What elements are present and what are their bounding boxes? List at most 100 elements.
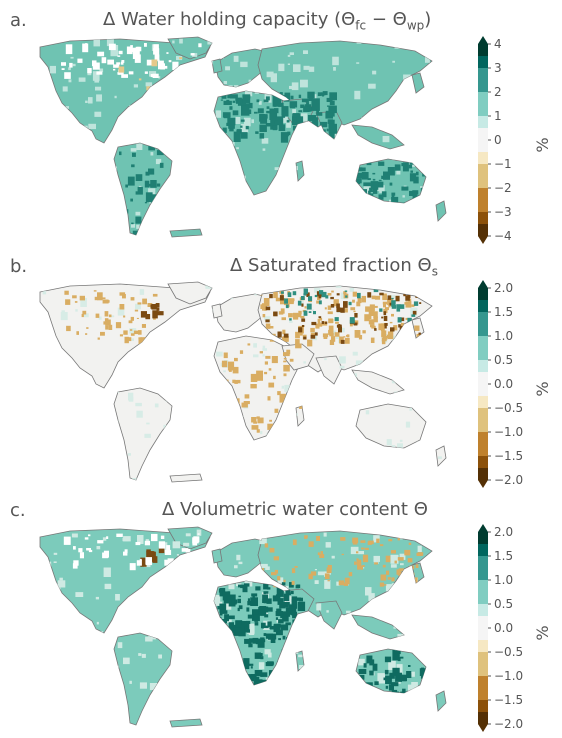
map-patch (371, 325, 376, 329)
map-patch (333, 681, 340, 687)
map-patch (99, 68, 104, 73)
map-patch (426, 472, 431, 478)
map-patch (107, 457, 114, 464)
map-patch (361, 547, 365, 550)
map-patch (329, 100, 335, 106)
map-patch (368, 190, 371, 195)
colorbar-extend-min (478, 236, 488, 244)
map-patch (427, 636, 436, 641)
map-patch (290, 612, 295, 616)
map-patch (123, 551, 128, 556)
map-patch (381, 332, 386, 336)
map-patch (364, 314, 370, 322)
map-patch (388, 306, 391, 308)
map-patch (157, 311, 164, 316)
map-patch (90, 180, 98, 185)
map-patch (115, 594, 120, 601)
map-patch (230, 692, 236, 695)
map-patch (352, 537, 359, 543)
map-patch (286, 591, 291, 595)
map-patch (239, 350, 244, 354)
land-europe (214, 293, 273, 333)
map-patch (118, 66, 125, 73)
map-patch (286, 132, 289, 137)
map-patch (156, 351, 161, 356)
map-patch (278, 311, 284, 315)
map-patch (242, 186, 248, 194)
map-patch (172, 73, 179, 81)
map-patch (393, 325, 398, 331)
map-patch (162, 65, 168, 69)
map-patch (133, 616, 141, 624)
map-patch (285, 304, 289, 309)
map-patch (256, 429, 260, 433)
map-patch (385, 584, 393, 592)
map-patch (229, 594, 236, 601)
map-patch (265, 566, 270, 570)
map-patch (277, 577, 284, 584)
map-patch (270, 185, 278, 195)
map-patch (415, 564, 419, 568)
map-patch (324, 307, 327, 310)
map-patch (280, 624, 289, 631)
map-patch (222, 127, 227, 133)
map-patch (329, 92, 337, 101)
map-patch (84, 537, 89, 540)
colorbar-band (478, 468, 488, 481)
map-patch (265, 355, 271, 359)
map-patch (416, 171, 419, 176)
map-patch (356, 649, 361, 653)
colorbar-band (478, 664, 488, 677)
map-patch (155, 303, 160, 308)
map-patch (402, 570, 407, 576)
map-patch (373, 311, 378, 318)
map-patch (433, 477, 437, 480)
map-patch (361, 527, 364, 528)
map-patch (316, 112, 323, 116)
map-patch (308, 296, 313, 302)
map-patch (236, 129, 240, 133)
map-patch (58, 669, 64, 673)
map-patch (352, 173, 356, 178)
map-patch (149, 71, 157, 77)
map-patch (327, 565, 332, 570)
map-patch (321, 37, 325, 41)
map-patch (383, 171, 390, 180)
map-patch (420, 161, 427, 166)
map-patch (76, 427, 82, 435)
map-patch (265, 96, 270, 101)
map-patch (132, 49, 140, 59)
map-patch (283, 364, 290, 372)
map-patch (328, 105, 337, 114)
map-patch (334, 442, 337, 447)
map-patch (215, 202, 221, 208)
map-patch (282, 611, 289, 622)
map-patch (404, 549, 411, 556)
map-patch (381, 316, 384, 319)
map-patch (280, 704, 287, 709)
map-patch (396, 304, 401, 309)
map-patch (258, 606, 265, 612)
map-patch (333, 67, 336, 71)
map-patch (201, 394, 204, 398)
map-patch (163, 207, 167, 211)
map-patch (88, 97, 93, 104)
map-patch (272, 533, 275, 537)
map-patch (122, 294, 126, 299)
map-patch (189, 618, 194, 622)
map-patch (348, 572, 353, 577)
map-patch (331, 395, 339, 402)
map-patch (115, 322, 122, 329)
colorbar-band (478, 80, 488, 93)
map-patch (377, 181, 384, 188)
map-patch (288, 298, 294, 305)
map-patch (323, 335, 328, 339)
map-patch (289, 101, 298, 108)
map-patch (97, 51, 105, 57)
map-patch (333, 423, 340, 433)
map-patch (336, 303, 340, 308)
map-patch (79, 552, 84, 559)
map-patch (87, 204, 95, 213)
map-patch (197, 533, 200, 535)
map-patch (413, 577, 418, 584)
